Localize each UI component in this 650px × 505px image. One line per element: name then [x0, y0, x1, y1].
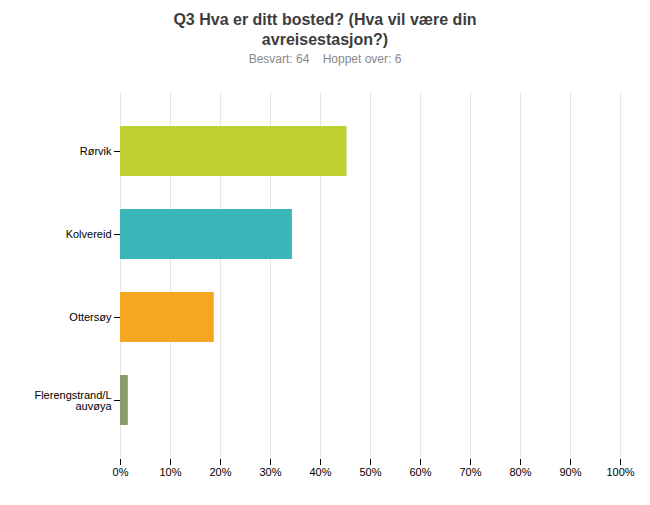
svg-text:80%: 80% — [509, 466, 531, 478]
svg-text:Ottersøy: Ottersøy — [69, 311, 112, 323]
svg-text:40%: 40% — [309, 466, 331, 478]
svg-text:Rørvik: Rørvik — [80, 145, 112, 157]
svg-text:90%: 90% — [559, 466, 581, 478]
html-text:Q3 Hva er ditt bosted? (Hva vi: Q3 Hva er ditt bosted? (Hva vil være din… — [173, 11, 477, 48]
svg-text:30%: 30% — [259, 466, 281, 478]
svg-text:0%: 0% — [113, 466, 129, 478]
svg-text:60%: 60% — [409, 466, 431, 478]
svg-text:Kolvereid: Kolvereid — [66, 228, 112, 240]
svg-text:70%: 70% — [459, 466, 481, 478]
svg-text:10%: 10% — [159, 466, 181, 478]
svg-text:Flerengstrand/Lauvøya: Flerengstrand/Lauvøya — [34, 389, 112, 412]
svg-text:20%: 20% — [209, 466, 231, 478]
svg-text:100%: 100% — [606, 466, 634, 478]
svg-text:50%: 50% — [359, 466, 381, 478]
html-text:Besvart: 64 Hoppet over: 6: Besvart: 64 Hoppet over: 6 — [248, 52, 402, 66]
